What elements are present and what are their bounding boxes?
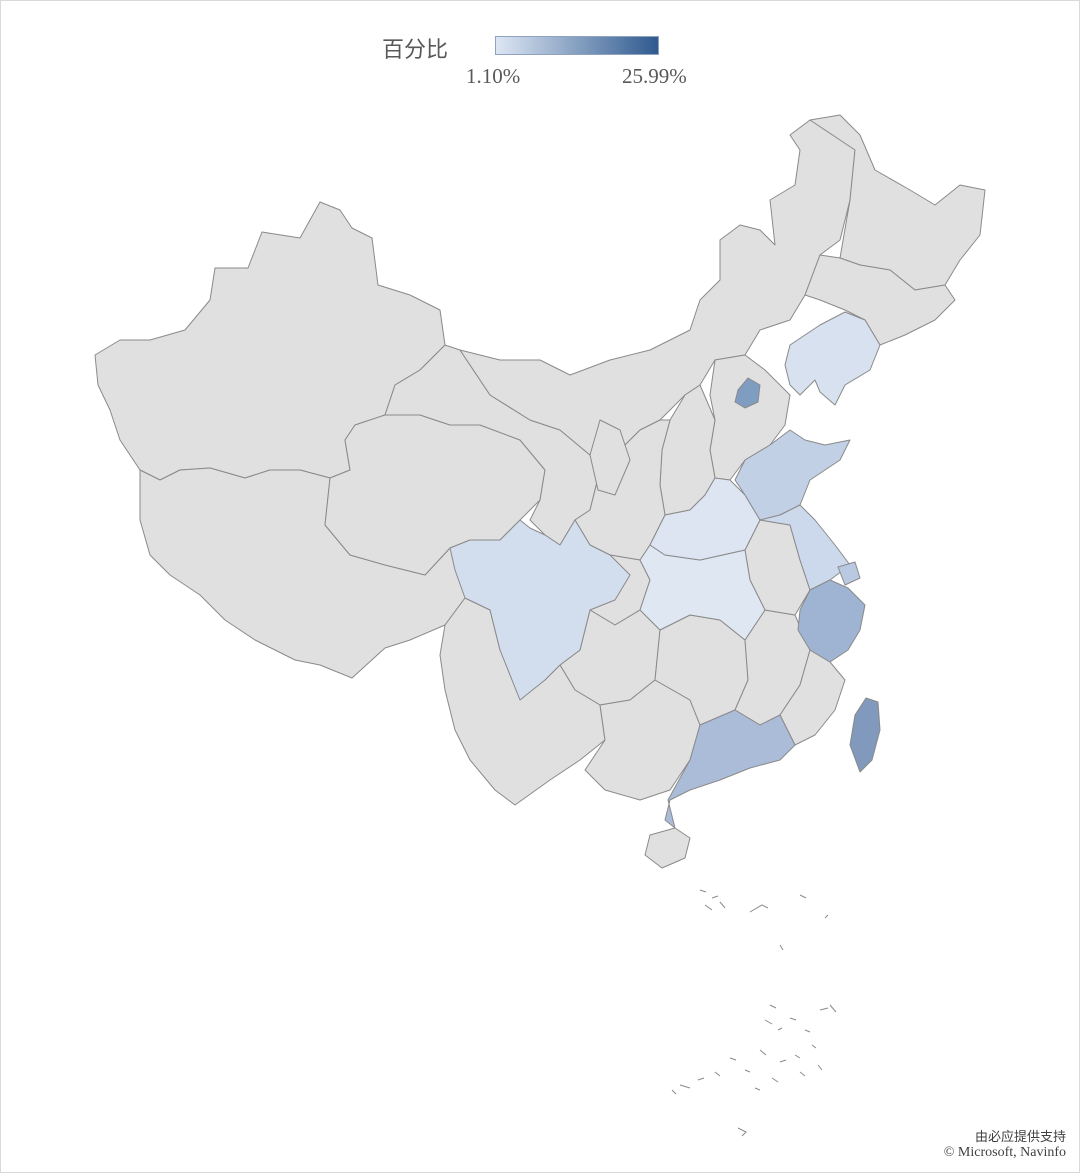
legend-max-label: 25.99% (622, 64, 687, 88)
region-shanghai[interactable] (837, 561, 861, 586)
region-sichuan[interactable] (449, 519, 631, 701)
legend-min-label: 1.10% (466, 64, 521, 88)
region-guangxi[interactable] (584, 679, 701, 801)
region-taiwan[interactable] (849, 697, 881, 773)
region-fujian[interactable] (779, 649, 846, 746)
region-beijing[interactable] (734, 377, 761, 409)
south-china-sea-islands (671, 889, 837, 1137)
credit-powered-by: 由必应提供支持 (974, 1130, 1066, 1145)
region-jilin[interactable] (804, 254, 956, 346)
region-liaoning[interactable] (784, 311, 881, 406)
credit-copyright: © Microsoft, Navinfo (943, 1145, 1066, 1160)
region-zhejiang[interactable] (797, 579, 866, 663)
region-heilongjiang[interactable] (809, 114, 986, 291)
legend-gradient-bar (495, 36, 659, 55)
region-ningxia[interactable] (589, 419, 631, 496)
region-guangdong[interactable] (664, 709, 796, 829)
region-shandong[interactable] (734, 429, 851, 521)
legend-title: 百分比 (382, 38, 449, 63)
region-hainan[interactable] (644, 827, 691, 869)
